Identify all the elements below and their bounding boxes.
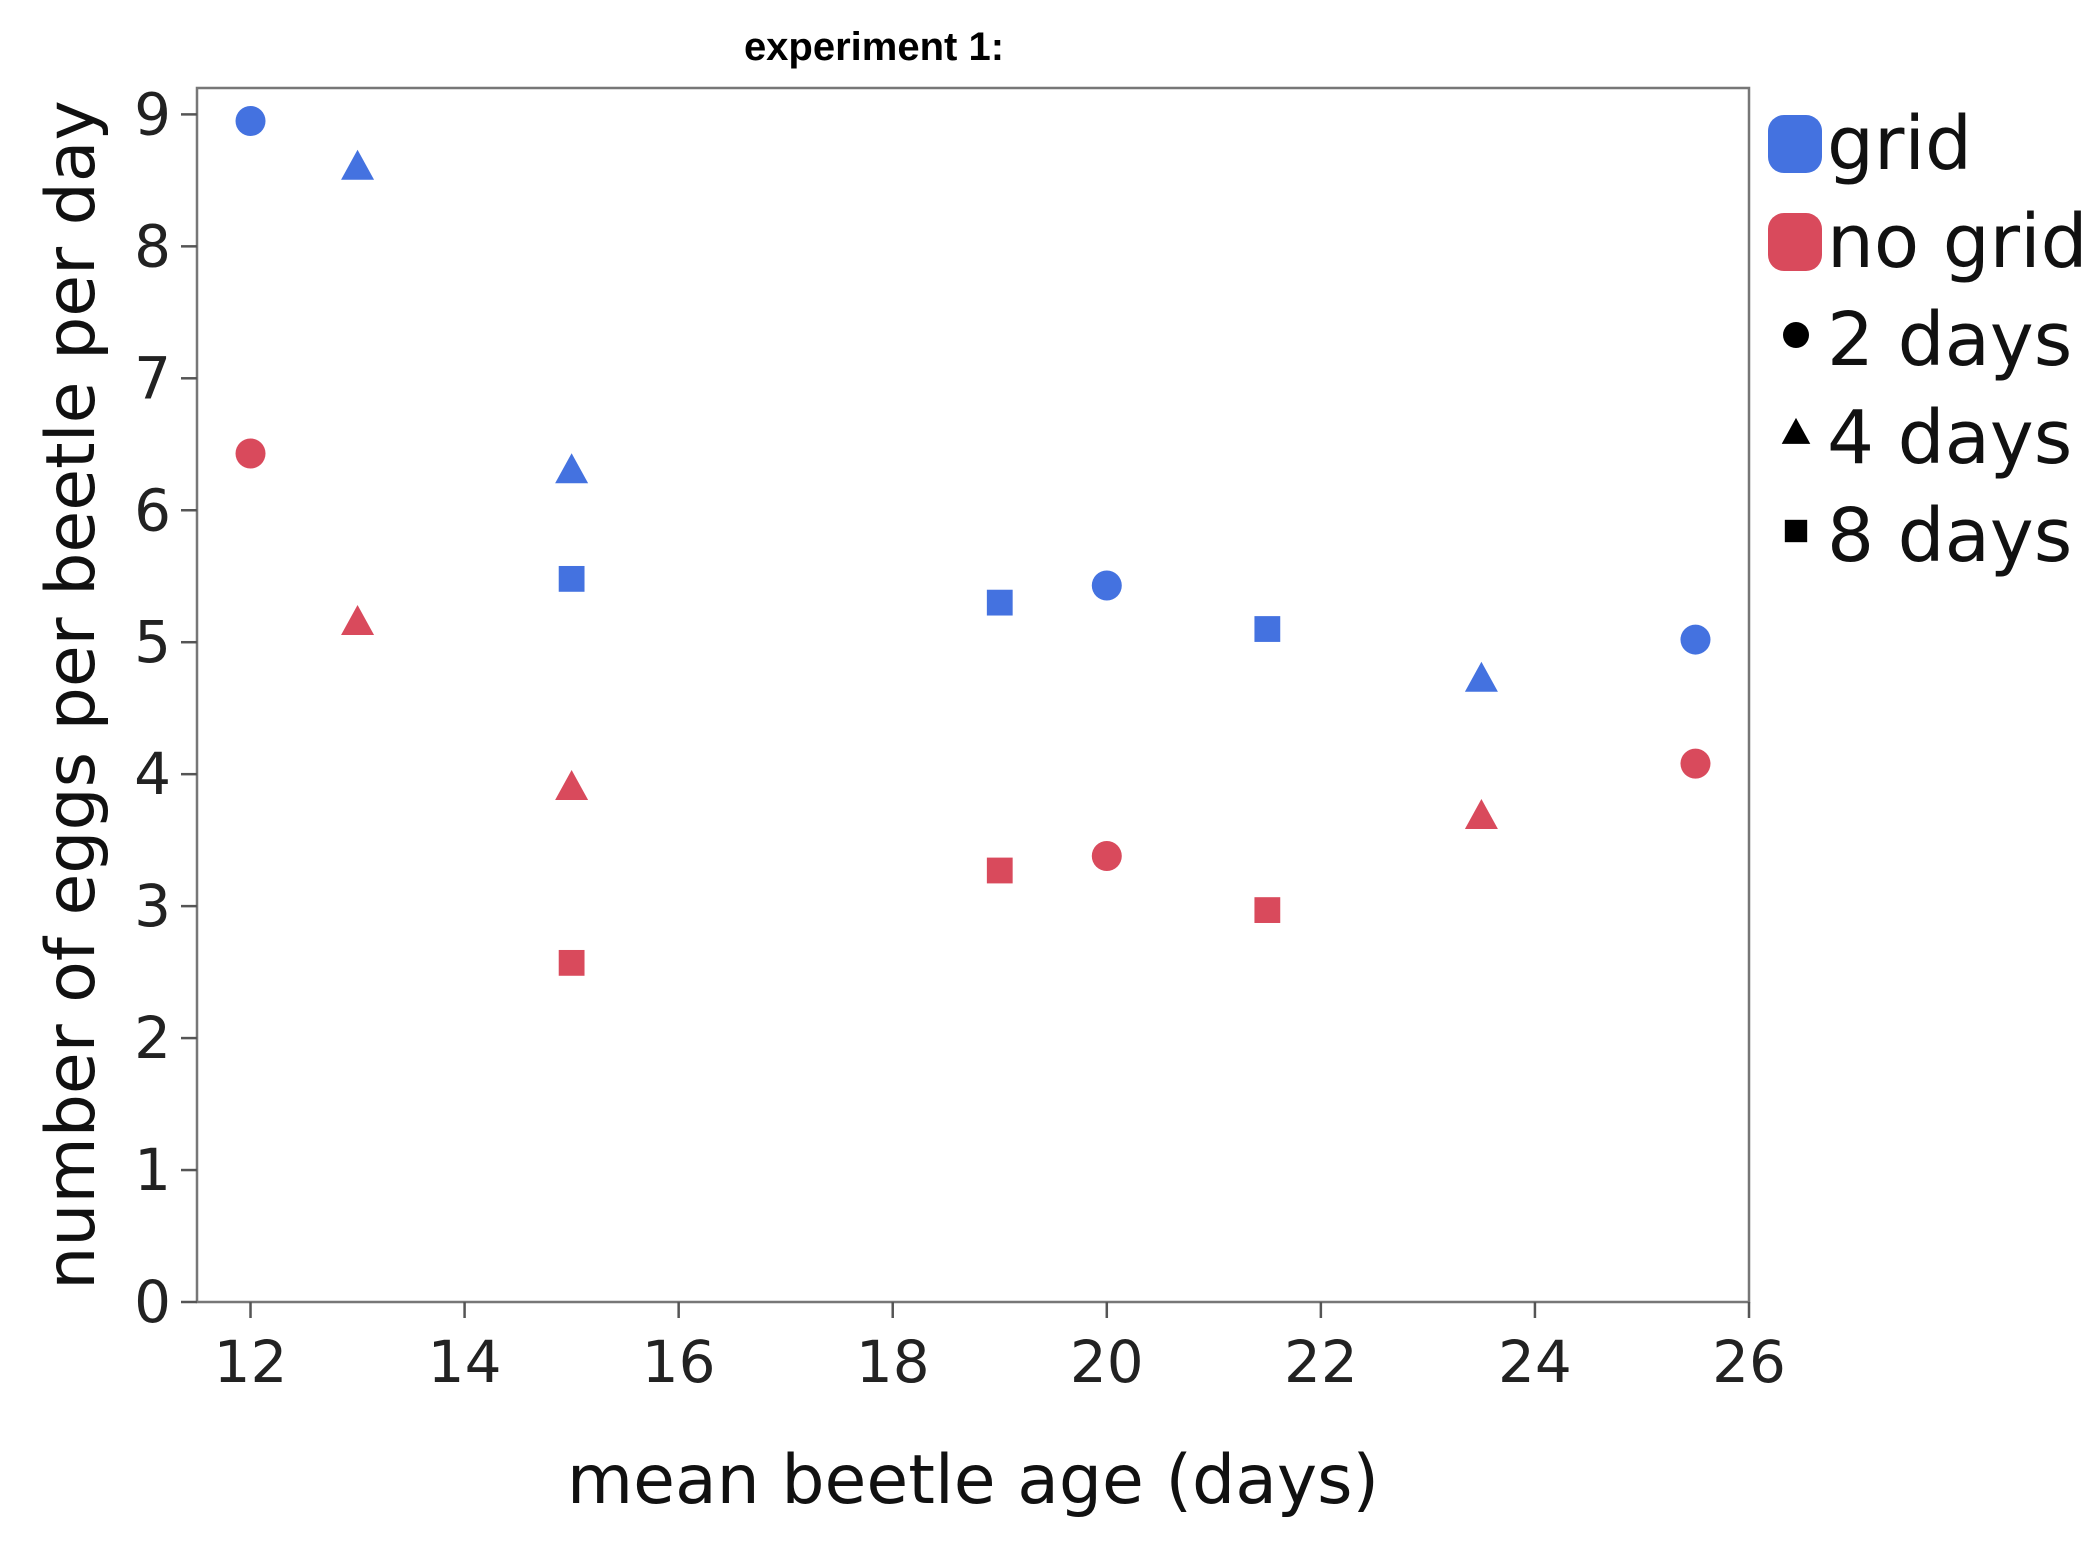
data-point-no-grid-square (558, 949, 585, 976)
y-tick-label: 4 (134, 740, 171, 808)
y-tick-label: 8 (134, 212, 171, 280)
data-point-grid-square (986, 589, 1013, 616)
y-tick-label: 7 (134, 344, 171, 412)
legend-shape-circle (1783, 322, 1809, 348)
legend-label: 2 days (1827, 297, 2072, 383)
y-tick-label: 5 (134, 608, 171, 676)
y-tick-label: 9 (134, 80, 171, 148)
y-axis: 0 1 2 3 4 5 6 7 8 9 (134, 80, 197, 1336)
data-point-no-grid-triangle (341, 605, 375, 636)
legend-label: no grid (1827, 199, 2088, 285)
y-axis-label: number of eggs per beetle per day (32, 100, 111, 1289)
legend: grid no grid 2 days 4 days 8 days (1768, 101, 2088, 579)
y-tick-label: 6 (134, 476, 171, 544)
data-point-grid-triangle (1464, 661, 1498, 692)
legend-swatch-no-grid (1768, 213, 1822, 271)
legend-label: 4 days (1827, 395, 2072, 481)
data-point-grid-circle (1091, 570, 1122, 601)
x-tick-label: 14 (428, 1328, 502, 1396)
x-tick-label: 22 (1284, 1328, 1358, 1396)
y-tick-label: 0 (134, 1268, 171, 1336)
data-point-grid-square (558, 565, 585, 592)
legend-swatch-grid (1768, 115, 1822, 173)
data-point-no-grid-triangle (1464, 799, 1498, 829)
data-point-grid-square (1254, 616, 1281, 642)
x-tick-label: 26 (1712, 1328, 1786, 1396)
y-tick-label: 1 (134, 1136, 171, 1204)
x-tick-label: 12 (214, 1328, 288, 1396)
x-axis-label: mean beetle age (days) (567, 1441, 1379, 1520)
x-tick-label: 18 (856, 1328, 930, 1396)
data-point-grid-circle (1680, 624, 1711, 655)
data-point-grid-triangle (555, 453, 589, 484)
legend-label: grid (1827, 101, 1972, 187)
data-point-no-grid-circle (1091, 840, 1122, 871)
y-tick-label: 3 (134, 872, 171, 940)
data-point-no-grid-circle (235, 438, 266, 469)
x-axis: 12 14 16 18 20 22 24 26 (214, 1302, 1786, 1396)
data-point-no-grid-square (1254, 897, 1281, 923)
data-point-no-grid-circle (1680, 748, 1711, 779)
legend-shape-square (1784, 519, 1808, 543)
data-points (235, 105, 1711, 976)
legend-label: 8 days (1827, 493, 2072, 579)
x-tick-label: 16 (642, 1328, 716, 1396)
plot-area (195, 86, 1751, 1304)
chart-title: experiment 1: (744, 25, 1004, 69)
data-point-grid-circle (235, 105, 266, 136)
data-point-no-grid-triangle (555, 769, 589, 800)
legend-shape-triangle (1781, 417, 1811, 444)
y-tick-label: 2 (134, 1004, 171, 1072)
data-point-no-grid-square (986, 857, 1013, 884)
x-tick-label: 20 (1070, 1328, 1144, 1396)
data-point-grid-triangle (341, 149, 375, 180)
x-tick-label: 24 (1498, 1328, 1572, 1396)
